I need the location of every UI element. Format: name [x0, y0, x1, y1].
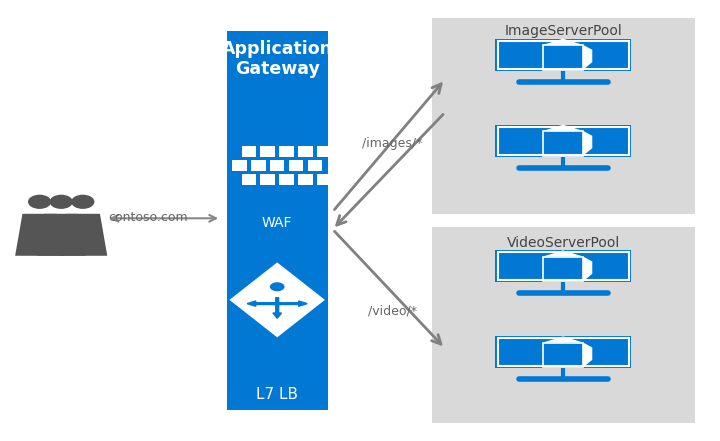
FancyBboxPatch shape — [307, 160, 323, 171]
FancyBboxPatch shape — [495, 250, 631, 282]
FancyBboxPatch shape — [498, 41, 629, 69]
FancyArrow shape — [273, 298, 282, 318]
FancyBboxPatch shape — [432, 18, 695, 214]
FancyBboxPatch shape — [318, 146, 332, 157]
FancyBboxPatch shape — [498, 127, 629, 155]
Polygon shape — [543, 125, 583, 131]
FancyBboxPatch shape — [279, 146, 294, 157]
Polygon shape — [583, 131, 593, 156]
Text: WAF: WAF — [262, 216, 292, 230]
Polygon shape — [543, 39, 583, 45]
FancyBboxPatch shape — [298, 146, 312, 157]
FancyBboxPatch shape — [498, 338, 629, 366]
Text: contoso.com: contoso.com — [108, 211, 187, 224]
Polygon shape — [58, 214, 107, 256]
FancyBboxPatch shape — [279, 174, 294, 184]
Text: /video/*: /video/* — [368, 304, 417, 318]
FancyBboxPatch shape — [251, 160, 266, 171]
Circle shape — [50, 194, 73, 209]
FancyBboxPatch shape — [242, 174, 256, 184]
FancyArrow shape — [274, 301, 307, 306]
Circle shape — [28, 194, 51, 209]
Text: VideoServerPool: VideoServerPool — [506, 236, 620, 250]
Circle shape — [270, 282, 284, 291]
Text: ImageServerPool: ImageServerPool — [504, 24, 622, 38]
Circle shape — [71, 194, 94, 209]
Text: L7 LB: L7 LB — [256, 387, 298, 402]
FancyBboxPatch shape — [318, 174, 332, 184]
Polygon shape — [543, 336, 583, 343]
FancyBboxPatch shape — [495, 336, 631, 368]
FancyBboxPatch shape — [232, 160, 247, 171]
Polygon shape — [543, 250, 583, 257]
FancyBboxPatch shape — [432, 227, 695, 423]
FancyBboxPatch shape — [242, 146, 256, 157]
Polygon shape — [230, 262, 325, 337]
FancyBboxPatch shape — [495, 39, 631, 71]
FancyBboxPatch shape — [261, 174, 275, 184]
Polygon shape — [37, 214, 86, 256]
FancyArrow shape — [247, 301, 281, 306]
Text: Application
Gateway: Application Gateway — [222, 40, 333, 78]
Polygon shape — [583, 257, 593, 281]
FancyBboxPatch shape — [289, 160, 303, 171]
Polygon shape — [15, 214, 64, 256]
FancyBboxPatch shape — [270, 160, 284, 171]
Polygon shape — [583, 343, 593, 367]
Polygon shape — [583, 45, 593, 70]
FancyBboxPatch shape — [498, 252, 629, 280]
FancyBboxPatch shape — [298, 174, 312, 184]
Text: /images/*: /images/* — [362, 137, 423, 150]
FancyBboxPatch shape — [261, 146, 275, 157]
FancyBboxPatch shape — [227, 31, 328, 410]
FancyBboxPatch shape — [495, 125, 631, 157]
